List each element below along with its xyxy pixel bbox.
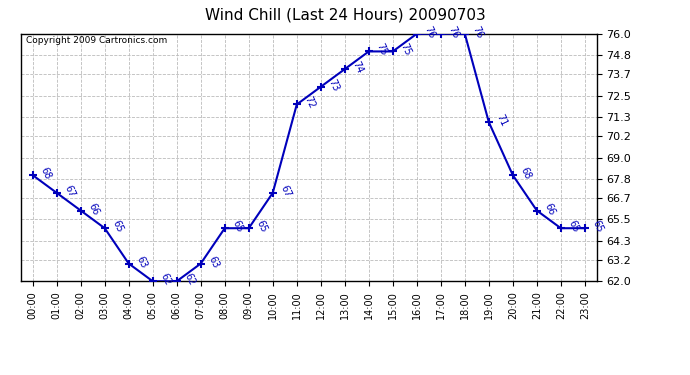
Text: 65: 65 [591, 219, 604, 234]
Text: 67: 67 [278, 184, 293, 199]
Text: 76: 76 [446, 24, 461, 40]
Text: Wind Chill (Last 24 Hours) 20090703: Wind Chill (Last 24 Hours) 20090703 [205, 8, 485, 22]
Text: 73: 73 [326, 78, 341, 93]
Text: 63: 63 [206, 254, 221, 270]
Text: 68: 68 [518, 166, 533, 182]
Text: 66: 66 [542, 201, 557, 217]
Text: 66: 66 [86, 201, 101, 217]
Text: 74: 74 [351, 60, 364, 75]
Text: 76: 76 [471, 24, 484, 40]
Text: 62: 62 [158, 272, 172, 287]
Text: 63: 63 [135, 254, 148, 270]
Text: 67: 67 [62, 184, 77, 199]
Text: 65: 65 [566, 219, 581, 234]
Text: 62: 62 [182, 272, 197, 287]
Text: 71: 71 [494, 113, 509, 128]
Text: 65: 65 [110, 219, 125, 234]
Text: 68: 68 [38, 166, 52, 182]
Text: Copyright 2009 Cartronics.com: Copyright 2009 Cartronics.com [26, 36, 168, 45]
Text: 75: 75 [398, 42, 413, 58]
Text: 76: 76 [422, 24, 437, 40]
Text: 75: 75 [375, 42, 388, 58]
Text: 72: 72 [302, 95, 317, 111]
Text: 65: 65 [230, 219, 244, 234]
Text: 65: 65 [255, 219, 268, 234]
